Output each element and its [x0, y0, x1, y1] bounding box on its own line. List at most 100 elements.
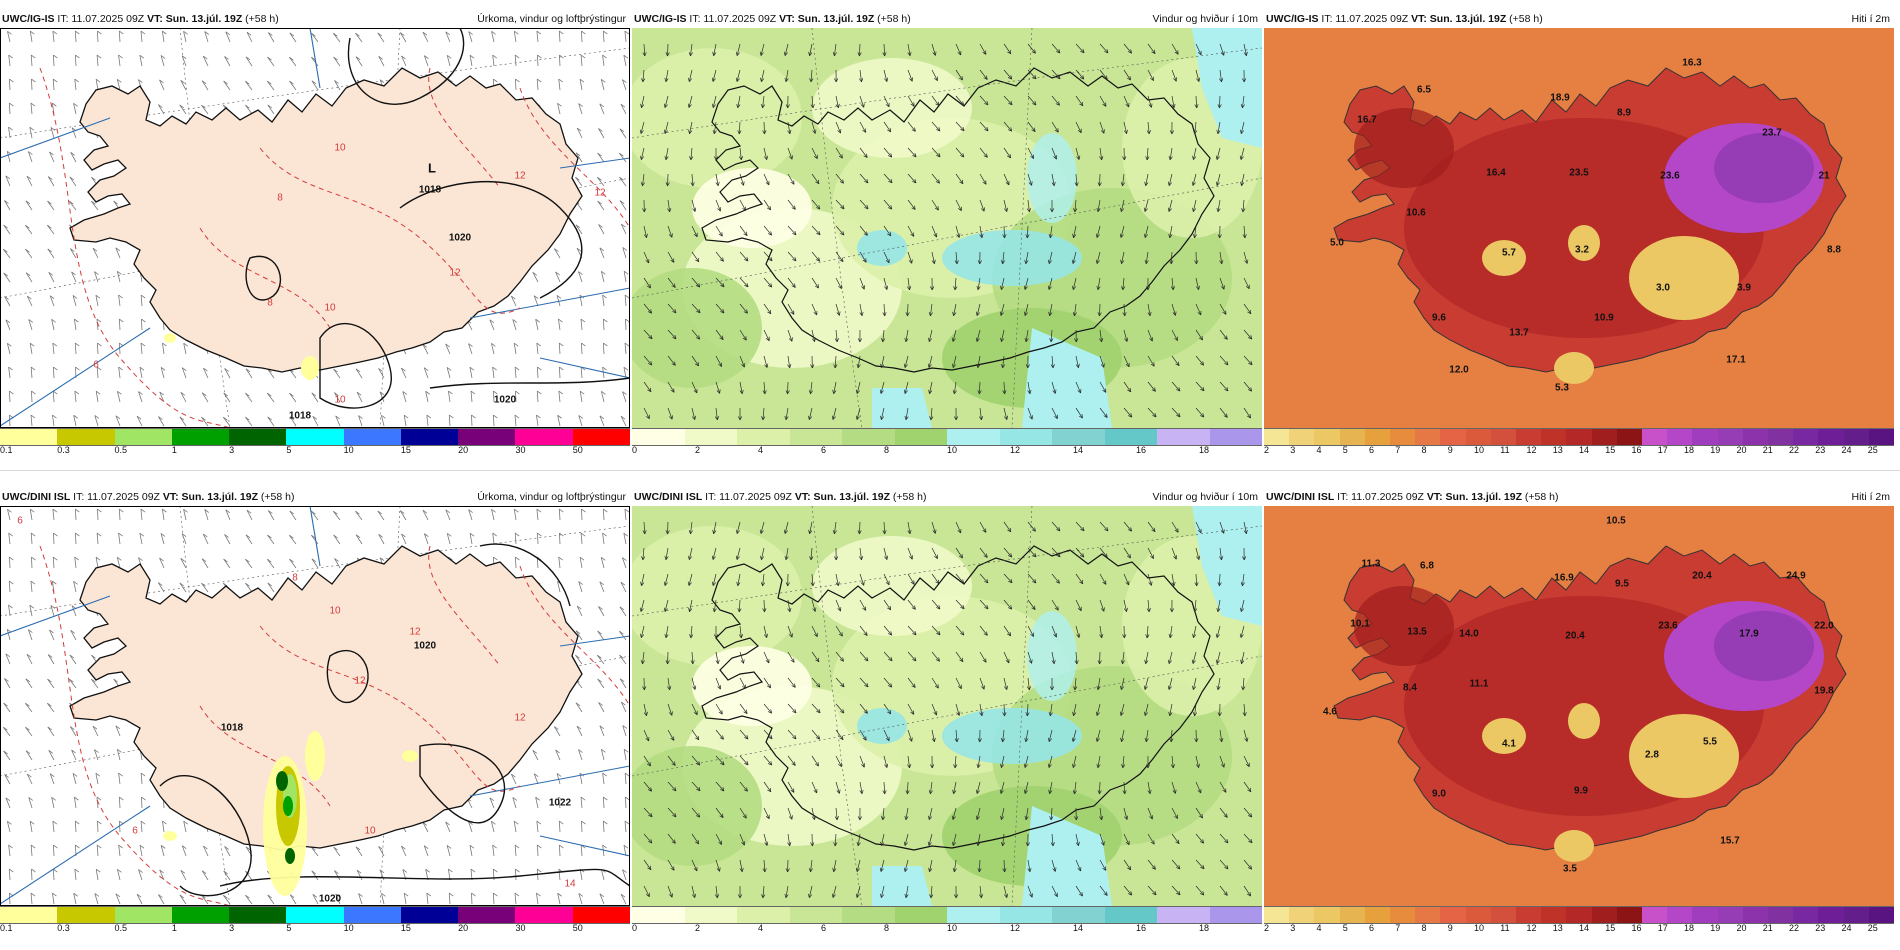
colorbar-tick-label: 5	[1342, 445, 1348, 455]
temperature-value-label: 8.9	[1617, 107, 1631, 119]
lead-time: (+58 h)	[877, 13, 911, 25]
colorbar-tick-label: 1	[171, 445, 177, 455]
colorbar-tick-label: 30	[515, 445, 526, 455]
temperature-value-label: 16.3	[1682, 57, 1702, 69]
colorbar-tick-label: 9	[1447, 445, 1453, 455]
temperature-value-label: 5.3	[1555, 382, 1569, 394]
colorbar-swatch	[171, 429, 230, 445]
colorbar-swatch	[1390, 429, 1416, 445]
colorbar-swatch	[1843, 907, 1869, 923]
temperature-value-label: 11.1	[1469, 678, 1489, 690]
colorbar-tick-label: 8	[1421, 923, 1427, 933]
colorbar-swatch	[1768, 907, 1794, 923]
colorbar-swatch	[737, 907, 790, 923]
colorbar-swatch	[842, 429, 895, 445]
colorbar-tick-label: 0.3	[57, 923, 70, 933]
colorbar-swatch	[1289, 907, 1315, 923]
colorbar-tick-label: 2	[695, 923, 701, 933]
colorbar-tick-label: 23	[1815, 923, 1826, 933]
colorbar-swatch	[1415, 907, 1441, 923]
colorbar-tick-label: 25	[1867, 445, 1878, 455]
lead-time: (+58 h)	[1509, 13, 1543, 25]
panel-title: Hiti í 2m	[1851, 13, 1890, 25]
temperature-value-label: 3.0	[1656, 282, 1670, 294]
colorbar-swatch	[1440, 429, 1466, 445]
wind-colorbar-ticks: 0 2 4 6 8 10 12 14 16 18	[632, 923, 1262, 935]
temperature-contour-label: 10	[334, 394, 346, 406]
colorbar-tick-label: 10	[343, 923, 354, 933]
colorbar-tick-label: 30	[515, 923, 526, 933]
panel-title: Úrkoma, vindur og loftþrýstingur	[477, 13, 626, 25]
colorbar-swatch	[684, 429, 737, 445]
temp-map: 10.5 11.3 6.8 16.9 9.5 20.4 24.9 10.1 13.5 14.0 20…	[1264, 506, 1894, 906]
colorbar-tick-label: 16	[1136, 445, 1147, 455]
temperature-contour-label: 8	[267, 297, 273, 309]
temperature-value-label: 8.4	[1403, 682, 1417, 694]
temperature-value-label: 3.2	[1575, 244, 1589, 256]
colorbar-tick-label: 14	[1073, 445, 1084, 455]
colorbar-swatch	[1415, 429, 1441, 445]
colorbar-swatch	[1868, 907, 1895, 923]
colorbar-tick-label: 15	[1605, 923, 1616, 933]
colorbar-swatch	[1667, 429, 1693, 445]
colorbar-tick-label: 20	[1736, 445, 1747, 455]
colorbar-tick-label: 50	[572, 923, 583, 933]
colorbar-tick-label: 22	[1789, 923, 1800, 933]
init-time: IT: 11.07.2025 09Z	[1337, 491, 1424, 503]
colorbar-swatch	[1314, 907, 1340, 923]
colorbar-tick-label: 16	[1631, 923, 1642, 933]
colorbar-tick-label: 6	[1369, 445, 1375, 455]
temperature-contour-label: 12	[354, 675, 366, 687]
colorbar-swatch	[1104, 429, 1157, 445]
panel-header: UWC/DINI ISL IT: 11.07.2025 09Z VT: Sun.…	[632, 488, 1262, 506]
isobar-label: 1022	[548, 797, 572, 809]
wind-map	[632, 506, 1262, 906]
valid-time: VT: Sun. 13.júl. 19Z	[147, 13, 243, 25]
colorbar-tick-label: 12	[1010, 445, 1021, 455]
colorbar-swatch	[684, 907, 737, 923]
temperature-value-label: 4.1	[1502, 738, 1516, 750]
colorbar-tick-label: 6	[1369, 923, 1375, 933]
temperature-value-label: 11.3	[1361, 558, 1381, 570]
isobar-label: 1018	[220, 722, 244, 734]
colorbar-tick-label: 20	[458, 445, 469, 455]
colorbar-swatch	[632, 429, 685, 445]
colorbar-swatch	[114, 429, 172, 445]
isobar-label: 1020	[448, 232, 472, 244]
temperature-contour-label: 10	[334, 142, 346, 154]
colorbar-tick-label: 21	[1762, 445, 1773, 455]
lead-time: (+58 h)	[260, 491, 295, 503]
colorbar-tick-label: 0.1	[0, 445, 13, 455]
colorbar-swatch	[458, 429, 516, 445]
colorbar-tick-label: 6	[821, 445, 827, 455]
valid-time: VT: Sun. 13.júl. 19Z	[1426, 491, 1522, 503]
colorbar-tick-label: 20	[1736, 923, 1747, 933]
colorbar-tick-label: 3	[229, 445, 235, 455]
lead-time: (+58 h)	[1524, 491, 1559, 503]
colorbar-tick-label: 19	[1710, 923, 1721, 933]
temperature-value-label: 10.9	[1594, 312, 1614, 324]
colorbar-swatch	[1339, 429, 1365, 445]
colorbar-tick-label: 8	[1421, 445, 1427, 455]
temperature-value-label: 5.0	[1330, 237, 1344, 249]
colorbar-tick-label: 15	[400, 923, 411, 933]
colorbar-tick-label: 2	[1264, 923, 1270, 933]
colorbar-swatch	[1541, 907, 1567, 923]
colorbar-swatch	[1465, 907, 1491, 923]
colorbar-tick-label: 10	[343, 445, 354, 455]
colorbar-tick-label: 8	[884, 923, 890, 933]
colorbar-swatch	[1465, 429, 1491, 445]
temp-map: 16.3 6.5 16.7 18.9 8.9 23.7 16.4 23.5 23.6 21 10.6…	[1264, 28, 1894, 428]
panel-header: UWC/DINI ISL IT: 11.07.2025 09Z VT: Sun.…	[1264, 488, 1894, 506]
colorbar-swatch	[842, 907, 895, 923]
temperature-value-label: 10.6	[1406, 207, 1426, 219]
colorbar-swatch	[1667, 907, 1693, 923]
isobar-label: 1020	[493, 394, 517, 406]
panel-title: Úrkoma, vindur og loftþrýstingur	[477, 491, 626, 503]
colorbar-tick-label: 22	[1789, 445, 1800, 455]
model-name: UWC/IG-IS	[2, 13, 55, 25]
colorbar-swatch	[171, 907, 230, 923]
precip-colorbar-ticks: 0.1 0.3 0.5 1 3 5 10 15 20 30 50	[0, 923, 630, 935]
colorbar-tick-label: 25	[1867, 923, 1878, 933]
colorbar-tick-label: 14	[1579, 445, 1590, 455]
